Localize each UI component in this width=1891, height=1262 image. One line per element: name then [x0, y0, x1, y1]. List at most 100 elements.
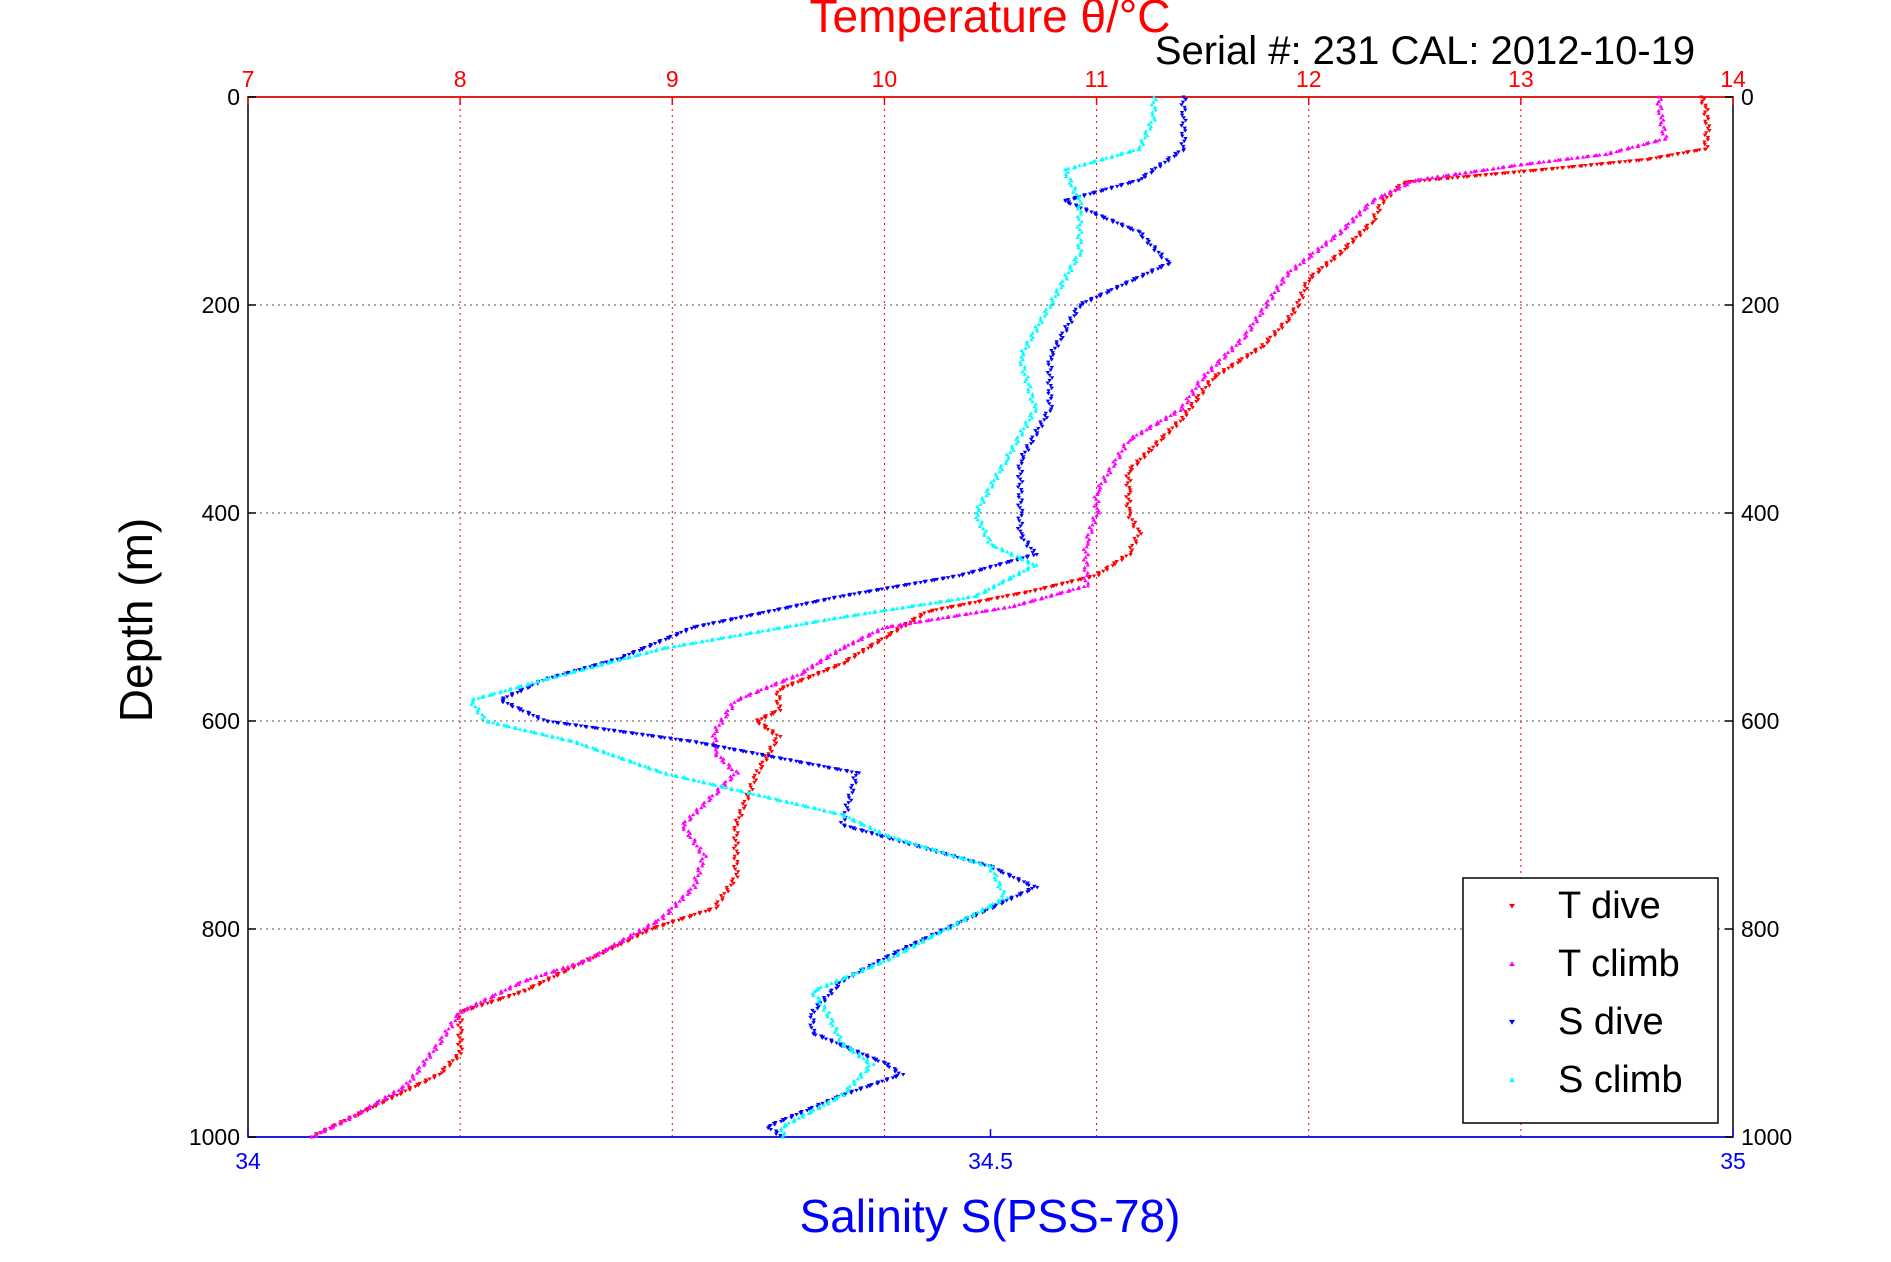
- data-point: [610, 947, 615, 952]
- data-point: [727, 747, 732, 751]
- data-point: [673, 737, 678, 742]
- data-point: [1304, 286, 1310, 291]
- legend-marker-t-climb: [1509, 961, 1515, 967]
- data-point: [733, 616, 739, 621]
- data-point: [685, 892, 690, 896]
- data-point: [986, 535, 991, 540]
- data-point: [1234, 343, 1239, 347]
- data-point: [995, 884, 1001, 889]
- data-point: [1179, 131, 1185, 136]
- data-point: [778, 1120, 784, 1124]
- data-point: [1681, 151, 1686, 156]
- data-point: [1034, 329, 1040, 333]
- data-point: [1521, 170, 1527, 174]
- data-point: [1085, 563, 1091, 567]
- data-point: [566, 967, 571, 972]
- data-point: [799, 672, 804, 676]
- data-point: [1288, 268, 1293, 273]
- data-point: [1132, 536, 1137, 541]
- data-point: [782, 1124, 787, 1129]
- data-point: [1203, 386, 1208, 390]
- data-point: [1068, 183, 1074, 187]
- data-point: [1075, 214, 1080, 219]
- data-point: [716, 790, 721, 794]
- data-point: [358, 1111, 363, 1116]
- data-point: [509, 694, 515, 698]
- data-point: [765, 727, 771, 732]
- data-point: [1580, 155, 1586, 159]
- data-point: [1009, 576, 1014, 580]
- data-point: [1387, 191, 1393, 195]
- data-point: [1059, 582, 1065, 587]
- data-point: [764, 686, 769, 691]
- data-point: [1000, 871, 1006, 876]
- data-point: [1043, 411, 1048, 416]
- data-point: [1247, 323, 1253, 328]
- data-point: [715, 786, 721, 791]
- data-point: [688, 641, 693, 646]
- data-point: [602, 949, 608, 953]
- data-point: [808, 1015, 813, 1020]
- data-point: [847, 815, 852, 820]
- data-point: [735, 859, 740, 864]
- data-point: [568, 739, 573, 743]
- data-point: [984, 863, 989, 867]
- data-point: [458, 1052, 464, 1056]
- data-point: [1225, 350, 1231, 355]
- data-point: [778, 709, 783, 713]
- data-point: [791, 1119, 797, 1124]
- data-point: [1139, 431, 1144, 436]
- data-point: [686, 829, 691, 833]
- data-point: [680, 821, 686, 825]
- data-point: [1021, 538, 1027, 543]
- data-point: [661, 916, 666, 921]
- data-point: [1148, 426, 1153, 431]
- data-point: [828, 1021, 833, 1025]
- data-point: [1216, 372, 1222, 376]
- data-point: [1276, 328, 1281, 332]
- data-point: [691, 841, 696, 846]
- data-point: [985, 539, 991, 544]
- data-point: [1085, 570, 1090, 575]
- data-point: [1054, 287, 1059, 292]
- data-point: [485, 1001, 490, 1006]
- depth-tick-label-right: 800: [1741, 916, 1779, 942]
- data-point: [1229, 345, 1235, 349]
- data-point: [1700, 99, 1705, 104]
- data-point: [880, 1079, 885, 1084]
- data-point: [803, 621, 809, 626]
- data-point: [927, 618, 932, 622]
- data-point: [704, 638, 710, 643]
- data-point: [940, 615, 946, 620]
- data-point: [951, 854, 957, 858]
- data-point: [1021, 352, 1026, 357]
- data-point: [978, 862, 984, 866]
- data-point: [1137, 230, 1142, 235]
- data-point: [1069, 580, 1074, 584]
- data-point: [437, 1073, 442, 1077]
- data-point: [1052, 346, 1058, 351]
- data-point: [871, 1062, 876, 1066]
- data-point: [1128, 479, 1133, 483]
- data-point: [859, 637, 865, 641]
- data-point: [1018, 472, 1023, 476]
- data-point: [1295, 305, 1301, 309]
- data-point: [1030, 550, 1035, 555]
- data-point: [1018, 428, 1023, 433]
- data-point: [997, 563, 1003, 567]
- data-point: [730, 877, 736, 882]
- data-point: [1293, 267, 1298, 271]
- data-point: [992, 875, 997, 880]
- data-point: [1016, 493, 1021, 497]
- x-axis-label: Salinity S(PSS-78): [800, 1190, 1181, 1242]
- data-point: [826, 994, 831, 998]
- data-point: [838, 615, 843, 619]
- data-point: [1500, 165, 1505, 170]
- data-point: [1044, 311, 1049, 316]
- data-point: [1119, 449, 1125, 453]
- data-point: [1148, 120, 1154, 124]
- data-point: [806, 676, 811, 681]
- data-point: [1065, 581, 1070, 585]
- data-point: [789, 800, 795, 805]
- data-point: [453, 1014, 459, 1018]
